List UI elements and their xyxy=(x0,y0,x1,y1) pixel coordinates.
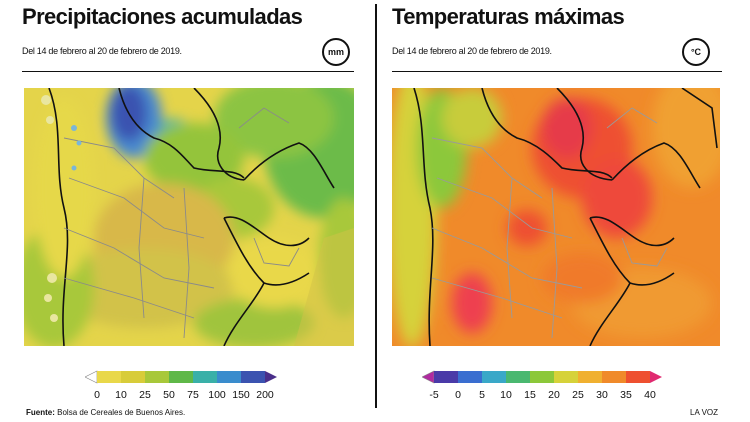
legend-tick-label: -5 xyxy=(429,389,439,401)
temp-map-graphic xyxy=(392,88,720,346)
legend-tick-label: 5 xyxy=(479,389,485,401)
legend-tick-label: 10 xyxy=(500,389,512,401)
legend-tick-label: 15 xyxy=(524,389,536,401)
legend-swatch xyxy=(434,371,458,383)
temp-subtitle: Del 14 de febrero al 20 de febrero de 20… xyxy=(392,46,552,56)
legend-tick-label: 30 xyxy=(596,389,608,401)
temp-title: Temperaturas máximas xyxy=(392,4,625,29)
legend-tick-label: 0 xyxy=(455,389,461,401)
legend-tick-label: 40 xyxy=(644,389,656,401)
legend-swatch xyxy=(530,371,554,383)
legend-swatch xyxy=(626,371,650,383)
precip-legend xyxy=(85,370,277,384)
legend-swatch xyxy=(578,371,602,383)
temp-legend-bar xyxy=(422,370,662,384)
legend-tick-label: 50 xyxy=(163,389,175,401)
temp-unit-label: °C xyxy=(690,47,702,57)
legend-tick-label: 10 xyxy=(115,389,127,401)
legend-tick-label: 0 xyxy=(94,389,100,401)
legend-tick-label: 100 xyxy=(208,389,226,401)
precip-unit-badge: mm xyxy=(322,38,350,66)
panel-divider xyxy=(375,4,377,408)
legend-tick-label: 200 xyxy=(256,389,274,401)
legend-tick-label: 35 xyxy=(620,389,632,401)
legend-swatch xyxy=(193,371,217,383)
source-text: Bolsa de Cereales de Buenos Aires. xyxy=(57,408,186,417)
temp-legend xyxy=(422,370,662,384)
legend-arrow-right-icon xyxy=(265,371,277,383)
legend-tick-label: 150 xyxy=(232,389,250,401)
legend-swatch xyxy=(97,371,121,383)
legend-arrow-left-icon xyxy=(85,370,98,384)
legend-tick-label: 25 xyxy=(139,389,151,401)
precip-map-graphic xyxy=(24,88,354,346)
legend-swatch xyxy=(458,371,482,383)
precip-subtitle: Del 14 de febrero al 20 de febrero de 20… xyxy=(22,46,182,56)
legend-swatch xyxy=(217,371,241,383)
credit-label: LA VOZ xyxy=(690,408,719,417)
legend-swatch xyxy=(506,371,530,383)
legend-swatch xyxy=(482,371,506,383)
legend-swatch xyxy=(241,371,265,383)
source-label: Fuente: xyxy=(26,408,55,417)
legend-arrow-left-icon xyxy=(422,370,435,384)
precip-title: Precipitaciones acumuladas xyxy=(22,4,303,29)
legend-tick-label: 25 xyxy=(572,389,584,401)
precip-unit-label: mm xyxy=(327,47,344,57)
precip-legend-bar xyxy=(85,370,277,384)
temp-unit-badge: °C xyxy=(682,38,710,66)
legend-swatch xyxy=(602,371,626,383)
legend-tick-label: 75 xyxy=(187,389,199,401)
source-note: Fuente: Bolsa de Cereales de Buenos Aire… xyxy=(26,408,185,417)
legend-swatch xyxy=(145,371,169,383)
precip-map xyxy=(24,88,354,346)
temp-header-rule xyxy=(392,71,722,72)
precip-header-rule xyxy=(22,71,354,72)
legend-tick-label: 20 xyxy=(548,389,560,401)
legend-swatch xyxy=(169,371,193,383)
legend-arrow-right-icon xyxy=(650,371,662,383)
legend-swatch xyxy=(554,371,578,383)
temp-map xyxy=(392,88,720,346)
legend-swatch xyxy=(121,371,145,383)
